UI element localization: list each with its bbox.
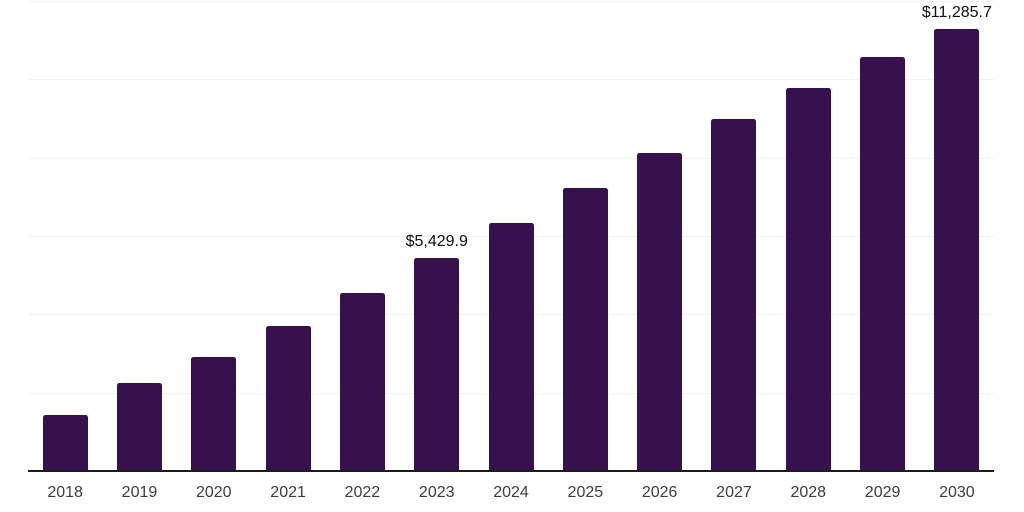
x-tick-2028: 2028 (790, 484, 827, 501)
bar-2019 (116, 382, 162, 471)
bar-2018 (42, 415, 88, 471)
x-tick-2030: 2030 (939, 484, 975, 501)
bar-2024 (488, 222, 534, 471)
band-2026 (623, 1, 697, 471)
gridline-12000 (28, 1, 994, 2)
band-2025 (548, 1, 622, 471)
x-tick-2027: 2027 (716, 484, 752, 501)
bar-2021 (265, 326, 311, 471)
band-2021 (251, 1, 325, 471)
x-tick-2025: 2025 (567, 484, 604, 501)
bar-2030 (934, 29, 980, 471)
x-axis-labels: 2018 2019 2020 2021 2022 2023 2024 2025 2026 2027… (28, 471, 994, 501)
band-2024 (474, 1, 548, 471)
band-2023: $5,429.9 (400, 1, 474, 471)
x-tick-2023: 2023 (418, 484, 455, 501)
x-axis-line (28, 470, 994, 472)
plot-area: $5,429.9 $11,285.7 (28, 1, 994, 472)
band-2019 (102, 1, 176, 471)
x-tick-2020: 2020 (195, 484, 232, 501)
bars-container: $5,429.9 $11,285.7 (28, 1, 994, 471)
x-tick-2024: 2024 (493, 484, 529, 501)
band-2018 (28, 1, 102, 471)
data-label-2023: $5,429.9 (405, 233, 468, 251)
x-tick-2018: 2018 (47, 484, 83, 501)
band-2027 (697, 1, 771, 471)
bar-2026 (637, 152, 683, 471)
bar-2022 (339, 293, 385, 471)
bar-2029 (860, 57, 906, 471)
x-tick-2021: 2021 (270, 484, 306, 501)
x-tick-2026: 2026 (641, 484, 678, 501)
gridline-8000 (28, 157, 994, 159)
band-2030: $11,285.7 (920, 1, 994, 471)
gridline-10000 (28, 79, 994, 81)
x-tick-2029: 2029 (864, 484, 901, 501)
x-tick-2022: 2022 (344, 484, 381, 501)
bar-2020 (191, 356, 237, 471)
bar-2027 (711, 118, 757, 471)
bar-2028 (785, 87, 831, 471)
x-tick-2019: 2019 (121, 484, 158, 501)
band-2029 (845, 1, 919, 471)
bar-2023 (414, 258, 460, 471)
band-2020 (177, 1, 251, 471)
bar-2025 (562, 187, 608, 471)
band-2028 (771, 1, 845, 471)
band-2022 (325, 1, 399, 471)
data-label-2030: $11,285.7 (921, 3, 992, 21)
